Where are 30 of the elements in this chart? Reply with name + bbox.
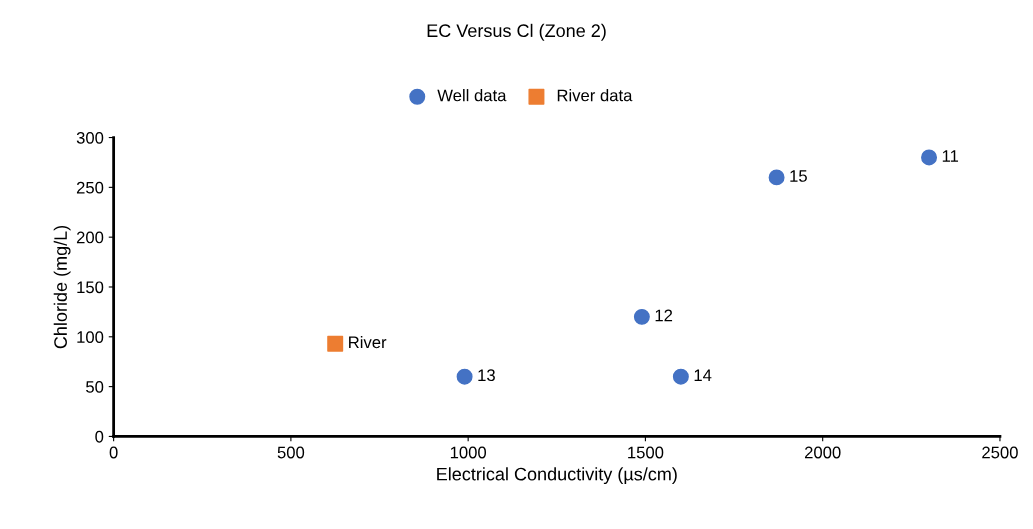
y-axis-title: Chloride (mg/L) bbox=[53, 225, 71, 349]
y-tick-label: 100 bbox=[77, 331, 104, 343]
chart-title: EC Versus Cl (Zone 2) bbox=[427, 23, 606, 41]
x-axis-title: Electrical Conductivity (µs/cm) bbox=[437, 467, 677, 485]
annotation: 11 bbox=[942, 150, 959, 162]
annotation: 13 bbox=[478, 369, 495, 382]
y-tick-label: 50 bbox=[86, 381, 104, 393]
point bbox=[672, 368, 689, 385]
annotation: 15 bbox=[790, 170, 807, 182]
x-tick-label: 500 bbox=[277, 446, 305, 459]
annotation: 12 bbox=[655, 309, 673, 322]
x-tick-label: 1000 bbox=[450, 446, 487, 459]
legend-label: River data bbox=[557, 89, 633, 102]
x-tick-label: 2500 bbox=[982, 446, 1018, 459]
point bbox=[633, 308, 650, 325]
point bbox=[327, 335, 344, 352]
annotation: 14 bbox=[694, 369, 712, 381]
point bbox=[921, 149, 938, 166]
y-tick-label: 0 bbox=[95, 430, 104, 443]
point bbox=[456, 368, 473, 385]
legend-label: Well data bbox=[437, 89, 507, 102]
x-tick-label: 2000 bbox=[804, 446, 841, 459]
x-tick-label: 1500 bbox=[628, 446, 664, 459]
point bbox=[768, 169, 785, 186]
y-tick-label: 300 bbox=[76, 131, 104, 144]
y-tick-label: 200 bbox=[76, 231, 104, 244]
y-tick-label: 250 bbox=[76, 181, 104, 194]
y-tick-label: 150 bbox=[77, 281, 104, 294]
annotation: River bbox=[349, 336, 387, 349]
x-tick-label: 0 bbox=[109, 446, 118, 459]
